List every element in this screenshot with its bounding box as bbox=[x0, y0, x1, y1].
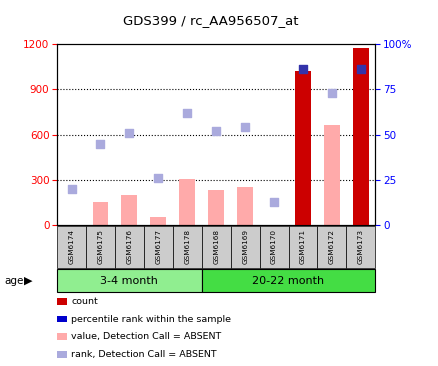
Point bbox=[241, 124, 248, 130]
Point bbox=[68, 186, 75, 192]
FancyBboxPatch shape bbox=[201, 226, 230, 268]
Text: GSM6176: GSM6176 bbox=[126, 229, 132, 264]
Point bbox=[184, 110, 191, 116]
Text: GSM6174: GSM6174 bbox=[68, 229, 74, 264]
Text: value, Detection Call = ABSENT: value, Detection Call = ABSENT bbox=[71, 332, 221, 341]
Text: GSM6170: GSM6170 bbox=[270, 229, 276, 264]
Text: age: age bbox=[4, 276, 24, 285]
Bar bbox=[294, 74, 310, 225]
Point bbox=[270, 199, 277, 205]
FancyBboxPatch shape bbox=[288, 226, 317, 268]
FancyBboxPatch shape bbox=[86, 226, 115, 268]
FancyBboxPatch shape bbox=[173, 226, 201, 268]
Text: GSM6172: GSM6172 bbox=[328, 229, 334, 264]
Bar bbox=[208, 190, 224, 225]
FancyBboxPatch shape bbox=[230, 226, 259, 268]
Point bbox=[357, 66, 364, 72]
Bar bbox=[179, 179, 195, 225]
Point bbox=[328, 90, 335, 96]
Bar bbox=[352, 48, 368, 225]
FancyBboxPatch shape bbox=[201, 269, 374, 292]
Text: GSM6173: GSM6173 bbox=[357, 229, 363, 264]
Point bbox=[299, 66, 306, 72]
Bar bbox=[150, 217, 166, 225]
Bar bbox=[237, 187, 253, 225]
FancyBboxPatch shape bbox=[57, 226, 86, 268]
Text: count: count bbox=[71, 297, 98, 306]
Point bbox=[97, 141, 104, 146]
FancyBboxPatch shape bbox=[144, 226, 173, 268]
Point bbox=[155, 175, 162, 181]
FancyBboxPatch shape bbox=[115, 226, 144, 268]
Text: percentile rank within the sample: percentile rank within the sample bbox=[71, 315, 230, 324]
Point bbox=[126, 130, 133, 136]
Text: GSM6168: GSM6168 bbox=[213, 229, 219, 264]
Bar bbox=[92, 202, 108, 225]
Text: GSM6178: GSM6178 bbox=[184, 229, 190, 264]
FancyBboxPatch shape bbox=[346, 226, 374, 268]
Text: GSM6175: GSM6175 bbox=[97, 229, 103, 264]
Text: 20-22 month: 20-22 month bbox=[252, 276, 324, 285]
Bar bbox=[323, 126, 339, 225]
Bar bbox=[294, 71, 310, 225]
Point bbox=[212, 128, 219, 134]
Text: ▶: ▶ bbox=[24, 276, 32, 285]
FancyBboxPatch shape bbox=[259, 226, 288, 268]
Text: GSM6171: GSM6171 bbox=[299, 229, 305, 264]
Text: GSM6177: GSM6177 bbox=[155, 229, 161, 264]
Text: 3-4 month: 3-4 month bbox=[100, 276, 158, 285]
Bar bbox=[121, 195, 137, 225]
FancyBboxPatch shape bbox=[317, 226, 346, 268]
Text: GSM6169: GSM6169 bbox=[242, 229, 247, 264]
Text: GDS399 / rc_AA956507_at: GDS399 / rc_AA956507_at bbox=[123, 14, 298, 27]
Text: rank, Detection Call = ABSENT: rank, Detection Call = ABSENT bbox=[71, 350, 216, 359]
FancyBboxPatch shape bbox=[57, 269, 201, 292]
